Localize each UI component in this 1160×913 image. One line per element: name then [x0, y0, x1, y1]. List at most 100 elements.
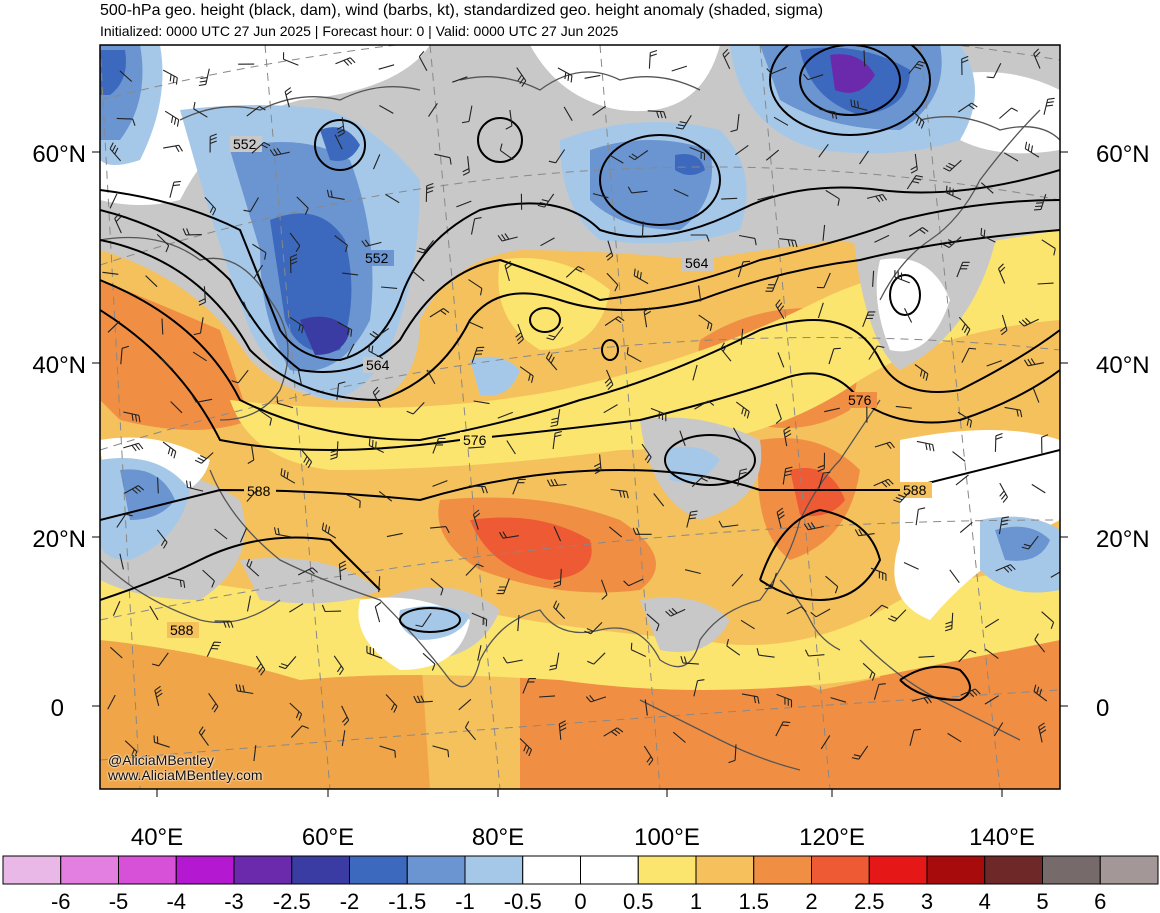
wind-barb [646, 613, 660, 632]
wind-barb [728, 744, 737, 764]
wind-barb [943, 159, 962, 172]
wind-barb [545, 351, 558, 371]
wind-barb [145, 275, 158, 288]
wind-barb [156, 234, 170, 253]
wind-barb [296, 196, 309, 215]
wind-barb [289, 232, 301, 252]
wind-barb [430, 526, 450, 534]
wind-barb [206, 641, 222, 657]
wind-barb [124, 740, 138, 759]
wind-barb [342, 272, 359, 276]
wind-barb [874, 234, 890, 243]
wind-barb [321, 604, 342, 613]
wind-barb [563, 106, 573, 121]
wind-barb [606, 272, 619, 292]
wind-barb [378, 490, 393, 502]
wind-barb [739, 234, 757, 246]
wind-barb [335, 57, 356, 66]
wind-barb [192, 351, 207, 362]
wind-barb [116, 117, 136, 126]
wind-barb [273, 527, 292, 538]
wind-barb [289, 253, 298, 274]
wind-barb [870, 567, 887, 581]
wind-barb [334, 235, 348, 253]
wind-barb [648, 49, 658, 69]
wind-barb [998, 516, 1010, 535]
wind-barb [464, 721, 477, 741]
lat-label-right: 60°N [1096, 141, 1150, 168]
wind-barb [379, 105, 394, 114]
wind-barb [693, 679, 705, 697]
wind-barb [366, 645, 383, 659]
wind-barb [731, 573, 744, 587]
wind-barb [160, 358, 174, 370]
wind-barb [162, 441, 177, 459]
wind-barb [721, 197, 738, 200]
wind-barb [204, 196, 217, 216]
wind-barb [741, 693, 760, 704]
wind-barb [280, 468, 296, 484]
wind-barb [818, 143, 829, 158]
wind-barb [627, 186, 648, 194]
wind-barb [650, 407, 667, 422]
wind-barb [253, 745, 257, 762]
colorbar-swatch [695, 855, 755, 885]
colorbar-tick-label: -1 [455, 889, 475, 913]
wind-barb [246, 595, 252, 612]
wind-barb [239, 527, 248, 543]
wind-barb [157, 477, 159, 494]
wind-barb [120, 345, 129, 365]
wind-barb [214, 620, 234, 628]
wind-barb [906, 175, 924, 190]
wind-barb [757, 195, 774, 201]
wind-barb [592, 105, 607, 116]
wind-barb [942, 236, 962, 248]
wind-barb [952, 451, 966, 462]
wind-barb [958, 649, 977, 663]
lat-label-right: 20°N [1096, 526, 1150, 553]
wind-barb [912, 110, 925, 129]
wind-barb [257, 409, 273, 426]
wind-barb [623, 578, 644, 587]
wind-barb [123, 442, 144, 452]
contour-label: 564 [366, 357, 390, 373]
lat-label-right: 0 [1096, 695, 1109, 722]
wind-barb [740, 619, 755, 630]
wind-barb [458, 698, 472, 711]
wind-barb [825, 575, 839, 594]
contour-label: 552 [233, 136, 257, 152]
wind-barb [608, 526, 623, 538]
wind-barb [297, 567, 318, 576]
wind-barb [779, 238, 798, 248]
wind-barb [958, 316, 971, 336]
wind-barb [869, 604, 889, 617]
wind-barb [504, 260, 512, 282]
wind-barb [609, 154, 624, 164]
wind-barb [385, 694, 398, 713]
colorbar-tick-label: -3 [224, 889, 244, 913]
wind-barb [243, 301, 251, 317]
wind-barb [193, 317, 204, 336]
wind-barb [817, 452, 826, 472]
wind-barb [198, 726, 209, 746]
colorbar-tick-label: 4 [979, 889, 991, 913]
wind-barb [949, 569, 960, 584]
wind-barb [214, 528, 228, 540]
wind-barb [418, 50, 428, 71]
wind-barb [477, 645, 482, 661]
wind-barb [468, 446, 485, 449]
wind-barb [372, 386, 381, 407]
colorbar-tick-label: 6 [1094, 889, 1106, 913]
wind-barb [469, 485, 488, 494]
wind-barb [497, 411, 513, 419]
wind-barb [1033, 684, 1048, 702]
wind-barb [321, 522, 337, 539]
wind-barb [411, 270, 425, 282]
wind-barb [1021, 535, 1039, 550]
wind-barb [959, 521, 973, 534]
wind-barb [914, 364, 929, 381]
wind-barb [336, 381, 346, 400]
wind-barb [675, 115, 692, 130]
wind-barb [726, 638, 741, 656]
